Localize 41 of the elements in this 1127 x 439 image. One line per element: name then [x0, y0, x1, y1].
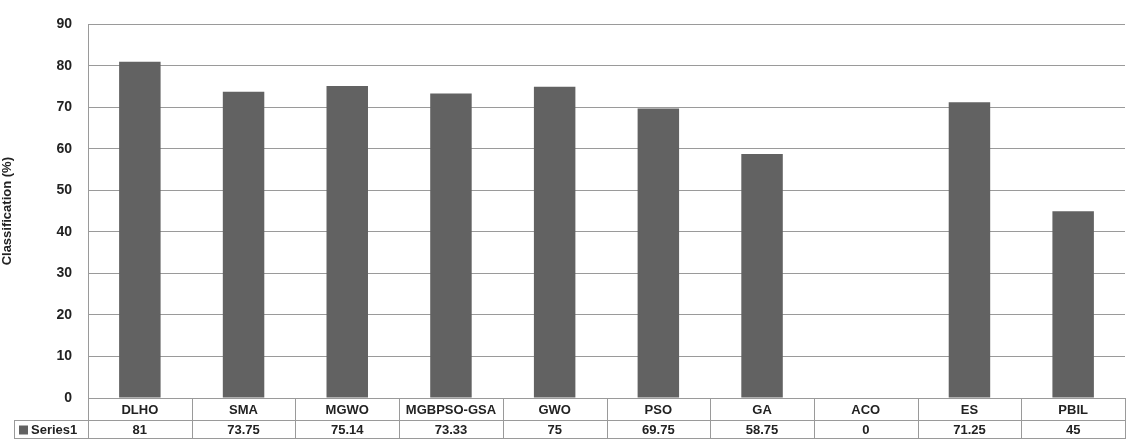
y-tick-label: 70	[56, 98, 73, 115]
y-tick-label: 90	[56, 15, 73, 32]
y-tick-label: 20	[56, 305, 73, 322]
y-tick-label: 60	[56, 139, 73, 156]
data-label: 73.33	[434, 422, 468, 438]
data-label: 75	[547, 422, 562, 438]
bar	[1052, 211, 1094, 398]
bar	[119, 61, 161, 398]
bar	[741, 154, 783, 398]
y-tick-label: 30	[56, 264, 73, 281]
bar	[326, 86, 368, 398]
y-tick-label: 50	[56, 181, 73, 198]
x-tick-label: ES	[960, 402, 979, 418]
x-tick-label: DLHO	[121, 402, 159, 418]
y-tick-label: 0	[64, 388, 73, 405]
x-tick-label: GA	[752, 402, 773, 418]
data-label: 69.75	[642, 422, 675, 438]
data-label: 75.14	[330, 422, 365, 438]
bar	[637, 108, 680, 398]
legend-label: Series1	[31, 422, 78, 438]
y-tick-label: 40	[56, 222, 73, 239]
x-tick-label: PSO	[644, 402, 673, 418]
bar	[533, 86, 576, 398]
data-label: 71.25	[953, 422, 986, 438]
data-label: 73.75	[227, 422, 260, 438]
y-tick-label: 10	[56, 347, 73, 364]
data-label: 81	[132, 422, 148, 438]
x-tick-label: ACO	[851, 402, 881, 418]
data-label: 58.75	[745, 422, 779, 438]
y-axis-title: Classification (%)	[0, 157, 15, 266]
x-tick-label: MGBPSO-GSA	[405, 402, 497, 418]
x-tick-label: MGWO	[325, 402, 369, 418]
bar	[948, 102, 991, 398]
bar	[222, 91, 265, 398]
data-label: 0	[862, 422, 870, 438]
y-tick-label: 80	[56, 56, 73, 73]
x-tick-label: PBIL	[1058, 402, 1089, 418]
x-tick-label: SMA	[229, 402, 259, 418]
x-tick-label: GWO	[538, 402, 571, 418]
data-label: 45	[1065, 422, 1081, 438]
bar	[430, 93, 472, 398]
